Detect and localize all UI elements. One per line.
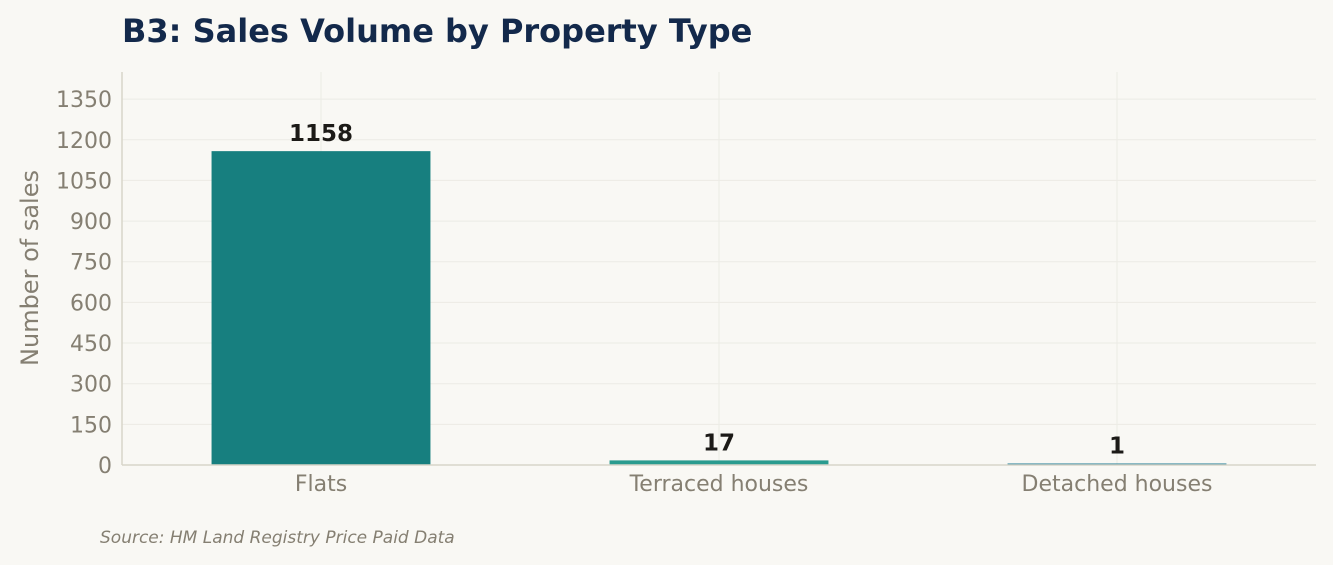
y-tick-label: 750 [70, 251, 112, 276]
data-label: 17 [703, 430, 735, 456]
x-tick-label: Flats [295, 472, 347, 497]
x-axis-ticks: Flats Terraced houses Detached houses [295, 472, 1213, 497]
y-axis-label: Number of sales [16, 170, 44, 366]
y-tick-label: 1350 [56, 88, 112, 113]
bar-flats [211, 151, 431, 465]
y-tick-label: 0 [98, 454, 112, 479]
y-tick-label: 1050 [56, 169, 112, 194]
y-tick-label: 900 [70, 210, 112, 235]
y-tick-label: 300 [70, 373, 112, 398]
bar-terraced-houses [609, 460, 829, 465]
y-tick-label: 1200 [56, 129, 112, 154]
x-tick-label: Terraced houses [629, 472, 809, 497]
bars [211, 151, 1227, 465]
chart-title: B3: Sales Volume by Property Type [122, 12, 752, 50]
source-note: Source: HM Land Registry Price Paid Data [100, 528, 455, 548]
y-tick-label: 150 [70, 413, 112, 438]
y-axis-ticks: 0 150 300 450 600 750 900 1050 1200 1350 [56, 88, 112, 479]
data-labels: 1158 17 1 [289, 121, 1125, 459]
data-label: 1 [1109, 434, 1125, 460]
data-label: 1158 [289, 121, 353, 147]
x-tick-label: Detached houses [1022, 472, 1213, 497]
y-tick-label: 450 [70, 332, 112, 357]
y-tick-label: 600 [70, 291, 112, 316]
